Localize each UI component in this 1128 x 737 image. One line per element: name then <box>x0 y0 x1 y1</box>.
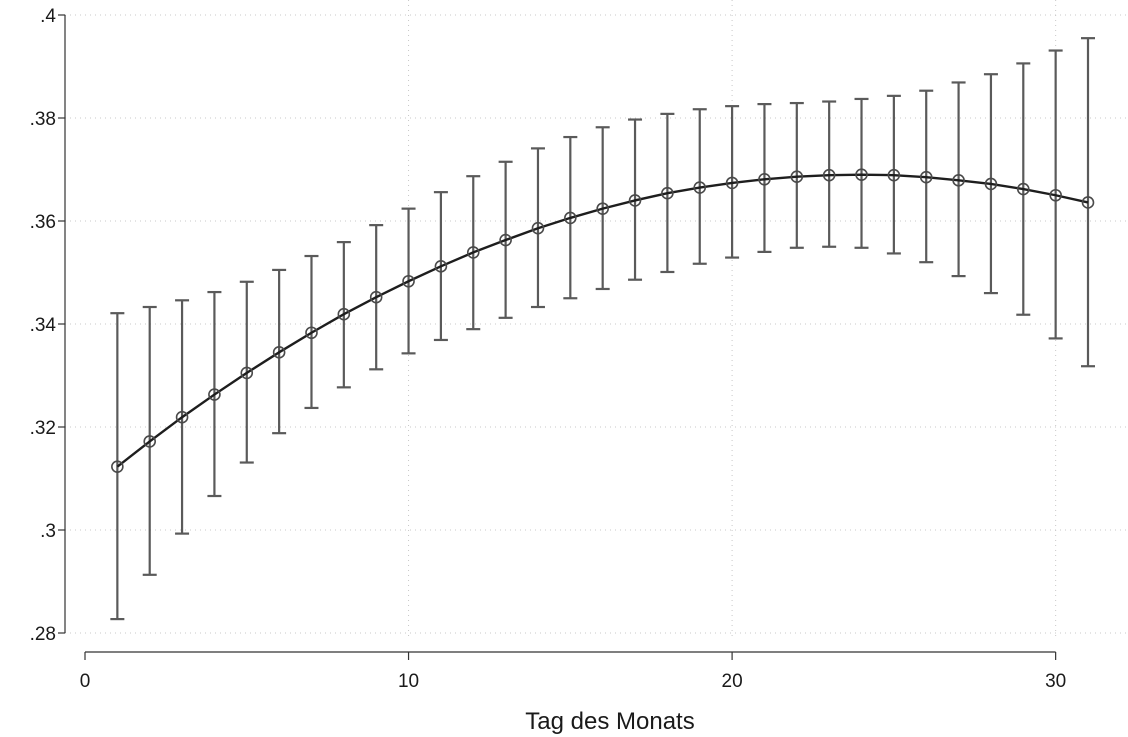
fit-line <box>116 173 1089 468</box>
data-point <box>1081 196 1095 209</box>
grid <box>65 0 1128 640</box>
data-point <box>240 366 254 380</box>
data-point <box>1049 188 1062 202</box>
y-tick-label: .34 <box>30 315 57 336</box>
fit-line-group <box>116 173 1089 468</box>
data-point <box>564 211 577 225</box>
y-tick-label: .32 <box>30 418 56 439</box>
data-point <box>952 174 965 187</box>
y-tick-label: .38 <box>30 109 56 130</box>
data-point <box>887 168 901 182</box>
data-point <box>208 388 221 401</box>
data-point <box>499 233 512 247</box>
y-tick-label: .4 <box>40 6 56 27</box>
y-tick-label: .28 <box>30 624 56 645</box>
confidence-intervals <box>110 37 1095 621</box>
x-tick-label: 20 <box>722 671 743 692</box>
data-point <box>628 194 642 207</box>
data-point <box>337 307 351 321</box>
data-point <box>758 172 771 186</box>
y-tick-label: .3 <box>40 521 56 542</box>
data-point <box>402 274 415 288</box>
data-point <box>175 410 189 424</box>
y-axis: .28 .3 .32 .34 .36 .38 .4 <box>30 6 66 645</box>
x-axis: 0 10 20 30 <box>80 651 1066 692</box>
data-point <box>272 346 286 359</box>
data-point <box>531 221 545 235</box>
data-point <box>596 202 609 215</box>
data-point <box>143 435 157 448</box>
point-markers <box>111 168 1095 473</box>
x-tick-label: 0 <box>80 671 91 692</box>
data-point <box>466 246 480 259</box>
ci-bar <box>854 97 869 249</box>
data-point <box>693 181 707 194</box>
x-tick-label: 10 <box>398 671 419 692</box>
data-point <box>725 176 739 190</box>
data-point <box>369 290 383 304</box>
data-point <box>790 170 804 184</box>
data-point <box>919 170 933 184</box>
data-point <box>1016 182 1030 196</box>
x-axis-title: Tag des Monats <box>525 708 694 735</box>
data-point <box>661 186 674 200</box>
data-point <box>434 260 448 273</box>
data-point <box>305 326 318 340</box>
data-point <box>984 177 998 191</box>
ci-bar <box>789 101 804 249</box>
y-tick-label: .36 <box>30 212 56 233</box>
data-point <box>855 168 868 181</box>
x-tick-label: 30 <box>1045 671 1066 692</box>
data-point <box>111 460 124 473</box>
ci-bar <box>757 102 772 253</box>
data-point <box>822 168 836 182</box>
